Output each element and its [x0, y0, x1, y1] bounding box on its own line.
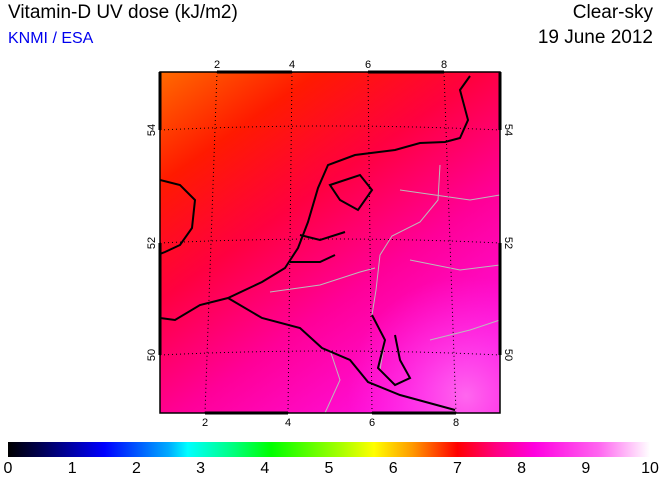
lon-tick-top: 8	[441, 59, 447, 71]
frame-ticks	[158, 70, 502, 415]
lat-tick-left: 50	[146, 349, 158, 361]
map-frame	[159, 71, 501, 414]
colorbar-label: 5	[324, 460, 334, 477]
graticule	[160, 72, 500, 413]
borders	[269, 164, 500, 413]
coastlines	[160, 75, 471, 411]
colorbar-label: 1	[67, 460, 77, 477]
date-label: 19 June 2012	[537, 27, 653, 48]
uv-dose-map: 2 4 6 8 2 4 6 8 54 52 50 54 52 50	[146, 59, 514, 429]
lon-tick-top: 6	[365, 59, 371, 71]
colorbar-label: 4	[260, 460, 270, 477]
source-label: KNMI / ESA	[8, 30, 94, 47]
colorbar-label: 9	[581, 460, 591, 477]
colorbar-label: 10	[641, 460, 659, 477]
colorbar-label: 3	[196, 460, 206, 477]
lat-tick-right: 50	[502, 349, 514, 361]
sky-mode-label: Clear-sky	[572, 2, 653, 23]
lat-tick-left: 54	[146, 124, 158, 136]
colorbar-label: 6	[388, 460, 398, 477]
colorbar-label: 2	[131, 460, 141, 477]
lon-tick-bottom: 4	[285, 417, 291, 429]
lon-tick-bottom: 2	[202, 417, 208, 429]
map-title: Vitamin-D UV dose (kJ/m2)	[8, 2, 238, 23]
lat-tick-right: 52	[502, 237, 514, 249]
lat-tick-left: 52	[146, 237, 158, 249]
lon-tick-bottom: 8	[453, 417, 459, 429]
lon-tick-bottom: 6	[369, 417, 375, 429]
colorbar-label: 0	[3, 460, 13, 477]
lon-tick-top: 4	[289, 59, 295, 71]
dose-field	[160, 72, 500, 413]
colorbar-label: 8	[517, 460, 527, 477]
lon-tick-top: 2	[214, 59, 220, 71]
lat-tick-right: 54	[502, 124, 514, 136]
colorbar	[8, 442, 650, 457]
colorbar-label: 7	[452, 460, 462, 477]
